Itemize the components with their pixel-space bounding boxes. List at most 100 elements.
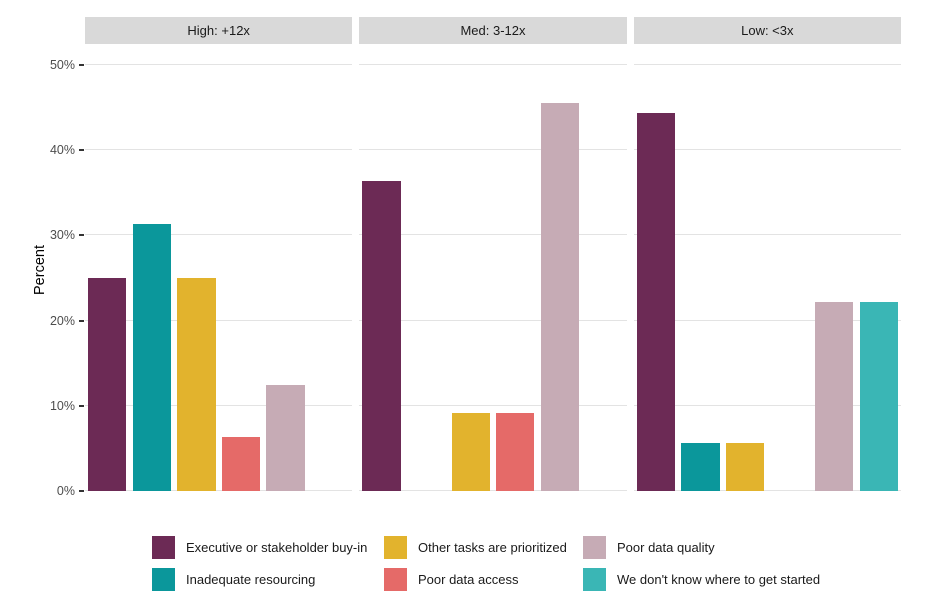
facet-strip: Low: <3x <box>633 17 901 44</box>
facet-strip: Med: 3-12x <box>359 17 627 44</box>
legend-item: Poor data quality <box>583 536 820 559</box>
y-axis-title: Percent <box>32 245 48 295</box>
y-tick: 30% <box>50 227 85 243</box>
tick-mark <box>79 490 84 492</box>
gridline <box>85 404 353 406</box>
y-axis: 0% 10% 20% 30% 40% 50% <box>0 48 85 498</box>
legend-label: Inadequate resourcing <box>186 572 316 587</box>
tick-mark <box>79 234 84 237</box>
facet-panel <box>633 48 901 491</box>
y-tick: 10% <box>50 398 85 414</box>
legend-item: Executive or stakeholder buy-in <box>152 536 384 559</box>
gridline <box>359 234 627 236</box>
bar <box>681 443 720 491</box>
bar-slot <box>85 48 130 491</box>
y-tick: 0% <box>57 483 85 499</box>
gridline <box>633 64 901 65</box>
gridline <box>85 490 353 491</box>
bar-slot <box>263 48 308 491</box>
legend-swatch <box>583 536 606 559</box>
bar <box>815 301 854 491</box>
legend-label: Poor data quality <box>617 540 715 555</box>
legend-column: Executive or stakeholder buy-in Inadequat… <box>152 536 384 591</box>
bar <box>496 413 535 491</box>
chart-area: High: +12x Med: 3-12x Low: <3x 0% 10% 20% 30%… <box>0 17 901 498</box>
gridline <box>359 64 627 65</box>
gridline <box>359 404 627 406</box>
bar-slot <box>538 48 583 491</box>
bar-slot <box>767 48 812 491</box>
legend-item: Inadequate resourcing <box>152 568 384 591</box>
gridline <box>633 149 901 151</box>
bar-slot <box>634 48 679 491</box>
facet-column: High: +12x <box>85 17 353 491</box>
bar-slot <box>448 48 493 491</box>
y-tick-label: 0% <box>56 484 75 498</box>
y-tick: 50% <box>50 57 85 73</box>
bar <box>221 437 261 491</box>
tick-mark <box>79 404 84 407</box>
facet-panel <box>85 48 353 491</box>
legend-swatch <box>384 568 407 591</box>
legend-label: Other tasks are prioritized <box>418 540 567 555</box>
legend-swatch <box>152 536 175 559</box>
gridline <box>633 319 901 321</box>
bar-slot <box>359 48 404 491</box>
bar <box>266 384 305 491</box>
gridline <box>359 149 627 151</box>
y-tick-label: 20% <box>49 313 75 328</box>
bar-slots <box>85 48 352 491</box>
y-tick: 40% <box>50 142 85 158</box>
gridline <box>85 234 353 236</box>
bar <box>451 413 490 491</box>
bar <box>177 278 216 491</box>
bar-slot <box>404 48 449 491</box>
gridline <box>633 490 901 491</box>
facet-panels: High: +12x Med: 3-12x Low: <3x <box>85 17 901 491</box>
legend-label: Executive or stakeholder buy-in <box>186 540 368 555</box>
legend-column: Other tasks are prioritized Poor data acc… <box>384 536 583 591</box>
legend-swatch <box>583 568 606 591</box>
bar <box>725 443 765 491</box>
bar-slot <box>582 48 627 491</box>
bar <box>636 112 676 491</box>
bar-slot <box>174 48 219 491</box>
gridline <box>85 319 353 321</box>
bar-slot <box>856 48 901 491</box>
bar-slot <box>812 48 857 491</box>
bar-slots <box>359 48 626 491</box>
bar <box>540 103 580 491</box>
bar-slot <box>678 48 723 491</box>
gridline <box>633 404 901 406</box>
bar-slot <box>493 48 538 491</box>
y-tick: 20% <box>50 313 85 329</box>
legend-item: Other tasks are prioritized <box>384 536 583 559</box>
bar-slot <box>130 48 175 491</box>
gridline <box>633 234 901 236</box>
tick-mark <box>79 149 84 152</box>
legend-label: Poor data access <box>418 572 519 587</box>
legend-column: Poor data quality We don't know where to … <box>583 536 820 591</box>
gridline <box>359 319 627 321</box>
y-tick-label: 30% <box>49 228 75 243</box>
legend-swatch <box>384 536 407 559</box>
bar <box>859 301 898 491</box>
bar <box>132 224 171 491</box>
facet-column: Low: <3x <box>633 17 901 491</box>
y-tick-label: 40% <box>49 143 75 158</box>
gridline <box>359 490 627 491</box>
y-tick-label: 50% <box>49 58 75 72</box>
facet-column: Med: 3-12x <box>359 17 627 491</box>
tick-mark <box>79 319 84 322</box>
legend-item: We don't know where to get started <box>583 568 820 591</box>
bar-slots <box>634 48 901 491</box>
legend-item: Poor data access <box>384 568 583 591</box>
facet-strip: High: +12x <box>85 17 353 44</box>
gridline <box>85 64 353 65</box>
bar-slot <box>219 48 264 491</box>
tick-mark <box>79 64 84 66</box>
facet-panel <box>359 48 627 491</box>
legend-label: We don't know where to get started <box>617 572 821 587</box>
y-tick-label: 10% <box>49 398 75 413</box>
